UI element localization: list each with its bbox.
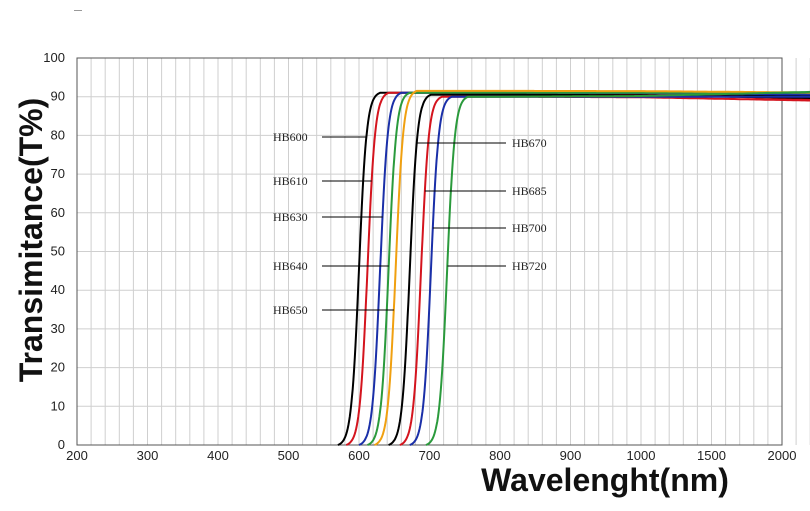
series-line-hb650 bbox=[374, 89, 810, 446]
series-line-hb670 bbox=[388, 93, 810, 446]
y-tick-label: 100 bbox=[43, 50, 65, 65]
plot-frame bbox=[76, 57, 783, 446]
y-tick-label: 70 bbox=[51, 166, 65, 181]
series-label-hb630: HB630 bbox=[273, 210, 308, 224]
y-tick-label: 60 bbox=[51, 205, 65, 220]
y-tick-label: 20 bbox=[51, 360, 65, 375]
series-labels: HB600 HB610 HB630 HB640 HB650 HB670 HB685 HB700… bbox=[273, 130, 547, 317]
series-line-hb640 bbox=[367, 91, 810, 446]
series-label-hb600: HB600 bbox=[273, 130, 308, 144]
x-tick-label: 300 bbox=[137, 448, 159, 463]
top-mark bbox=[74, 10, 82, 11]
y-tick-label: 50 bbox=[51, 244, 65, 259]
series-label-hb700: HB700 bbox=[512, 221, 547, 235]
series-line-hb700 bbox=[409, 95, 810, 446]
x-tick-label: 500 bbox=[278, 448, 300, 463]
y-tick-label: 40 bbox=[51, 282, 65, 297]
series-label-hb650: HB650 bbox=[273, 303, 308, 317]
series-line-hb720 bbox=[425, 90, 810, 446]
series-line-hb600 bbox=[337, 91, 810, 446]
y-tick-label: 90 bbox=[51, 89, 65, 104]
grid bbox=[76, 57, 810, 446]
x-axis-title: Wavelenght(nm) bbox=[481, 462, 729, 498]
x-tick-label: 2000 bbox=[768, 448, 797, 463]
series-label-hb670: HB670 bbox=[512, 136, 547, 150]
x-tick-label: 900 bbox=[560, 448, 582, 463]
series-label-hb640: HB640 bbox=[273, 259, 308, 273]
x-tick-label: 400 bbox=[207, 448, 229, 463]
series-line-hb685 bbox=[399, 95, 810, 446]
y-axis-title: Transimitance(T%) bbox=[13, 98, 49, 383]
x-tick-label: 800 bbox=[489, 448, 511, 463]
series-curves bbox=[337, 89, 810, 446]
x-tick-label: 600 bbox=[348, 448, 370, 463]
y-tick-label: 30 bbox=[51, 321, 65, 336]
y-tick-label: 10 bbox=[51, 398, 65, 413]
y-tick-label: 80 bbox=[51, 127, 65, 142]
series-label-hb685: HB685 bbox=[512, 184, 547, 198]
series-label-hb720: HB720 bbox=[512, 259, 547, 273]
x-tick-label: 200 bbox=[66, 448, 88, 463]
x-tick-label: 1500 bbox=[697, 448, 726, 463]
tick-labels: 0 10 20 30 40 50 60 70 80 90 100 200 300 400 500 600 700… bbox=[43, 50, 797, 463]
series-label-hb610: HB610 bbox=[273, 174, 308, 188]
y-tick-label: 0 bbox=[58, 437, 65, 452]
x-tick-label: 700 bbox=[419, 448, 441, 463]
x-tick-label: 1000 bbox=[627, 448, 656, 463]
